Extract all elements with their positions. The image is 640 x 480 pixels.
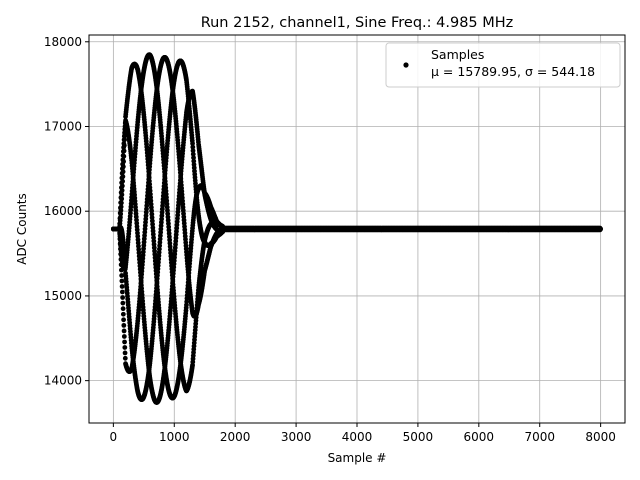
sample-point (118, 204, 124, 210)
sample-point (119, 192, 125, 198)
sample-point (120, 306, 126, 312)
sample-point (120, 311, 126, 317)
sample-point (119, 183, 125, 189)
sample-point (121, 328, 127, 334)
sample-point (120, 164, 126, 170)
sample-point (122, 137, 127, 143)
sample-point (121, 148, 127, 154)
sample-point (118, 208, 124, 213)
sample-point (121, 143, 127, 148)
sample-point (121, 153, 127, 159)
sample-points (110, 52, 604, 405)
sample-point (122, 350, 128, 356)
sample-point (121, 334, 127, 339)
sample-point (120, 295, 126, 300)
sample-point (119, 278, 125, 284)
sample-point (190, 144, 196, 150)
sample-point (119, 200, 124, 206)
sample-point (122, 339, 127, 345)
sample-point (121, 159, 126, 164)
sample-point (120, 178, 126, 184)
sample-point (191, 155, 196, 161)
sample-point (120, 174, 126, 179)
sample-point (119, 196, 125, 202)
sample-point (119, 284, 125, 289)
sample-point (120, 169, 126, 175)
sample-point (122, 355, 128, 361)
sample-point (118, 211, 124, 217)
sample-point (121, 317, 126, 323)
sample-point (190, 141, 195, 146)
sample-point (190, 148, 196, 154)
sample-point (119, 273, 125, 278)
sample-point (119, 187, 125, 193)
sample-point (121, 322, 127, 328)
sample-point (120, 300, 126, 306)
sample-point (190, 151, 196, 157)
sample-point (119, 289, 125, 295)
sample-point (122, 345, 128, 350)
